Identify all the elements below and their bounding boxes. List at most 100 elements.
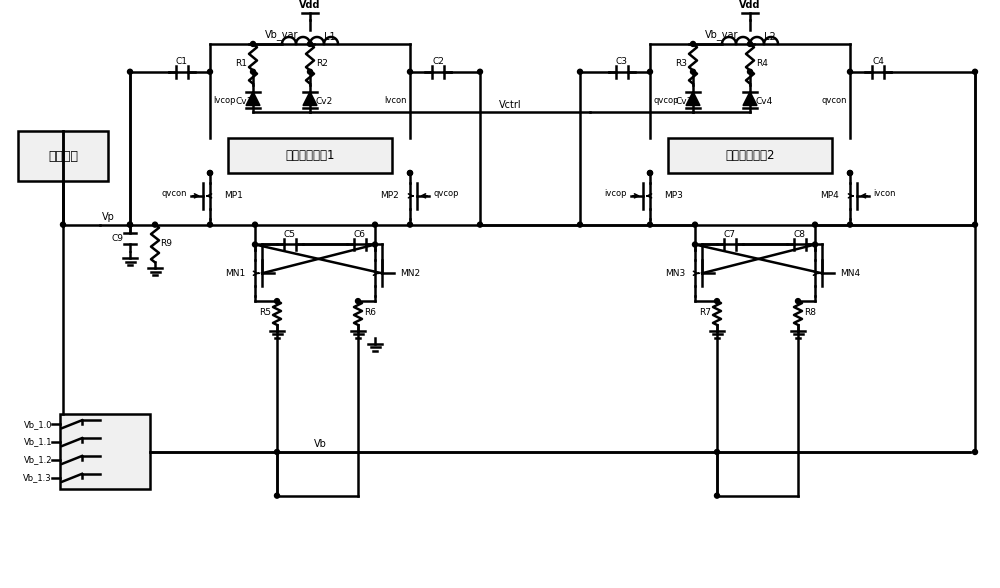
Text: C7: C7 [724,230,736,239]
Text: C4: C4 [872,57,884,66]
Circle shape [128,222,132,227]
Text: L1: L1 [324,32,336,42]
Text: Cv4: Cv4 [755,97,772,106]
Polygon shape [303,92,317,105]
Circle shape [748,42,753,46]
Circle shape [972,69,978,74]
Text: Vctrl: Vctrl [499,99,521,109]
Text: lvcop: lvcop [213,95,236,105]
Text: qvcop: qvcop [653,95,678,105]
Text: MP3: MP3 [664,191,683,201]
Circle shape [250,69,256,74]
Text: 逻辑单元: 逻辑单元 [48,149,78,163]
Bar [60,415,150,489]
Circle shape [408,171,413,175]
Text: qvcon: qvcon [822,95,847,105]
Text: Vdd: Vdd [299,0,321,10]
Polygon shape [743,92,757,105]
Text: Vdd: Vdd [739,0,761,10]
Text: MN3: MN3 [665,269,685,278]
Text: ivcop: ivcop [604,189,627,198]
Text: qvcon: qvcon [162,189,187,198]
Text: C9: C9 [111,234,123,243]
Circle shape [848,171,852,175]
Text: C1: C1 [176,57,188,66]
Bar [18,131,108,181]
Text: C2: C2 [432,57,444,66]
Circle shape [252,242,258,247]
Circle shape [972,222,978,227]
Text: C3: C3 [616,57,628,66]
Circle shape [812,242,818,247]
Circle shape [478,69,482,74]
Text: 开关电容阵列1: 开关电容阵列1 [285,149,335,162]
Text: ivcon: ivcon [873,189,896,198]
Circle shape [748,69,753,74]
Circle shape [208,222,212,227]
Circle shape [972,449,978,455]
Circle shape [408,171,413,175]
Text: R1: R1 [235,59,247,68]
Circle shape [408,69,413,74]
Text: R8: R8 [804,309,816,318]
Text: 开关电容阵列2: 开关电容阵列2 [725,149,775,162]
Circle shape [692,222,698,227]
Text: Vb: Vb [314,439,326,449]
Text: MN2: MN2 [400,269,420,278]
Circle shape [648,222,652,227]
Circle shape [848,69,852,74]
Circle shape [648,69,652,74]
Text: R9: R9 [160,239,172,248]
Circle shape [274,493,280,498]
Circle shape [408,222,413,227]
Circle shape [578,222,582,227]
Text: Vb_1.1: Vb_1.1 [24,437,52,446]
Circle shape [60,222,66,227]
Circle shape [274,449,280,455]
Text: Cv1: Cv1 [235,97,252,106]
Text: MP4: MP4 [820,191,839,201]
Circle shape [648,171,652,175]
Circle shape [208,171,212,175]
Circle shape [812,222,818,227]
Polygon shape [686,92,700,105]
Text: MN4: MN4 [840,269,860,278]
Circle shape [152,222,158,227]
Circle shape [252,222,258,227]
Text: Vb_var: Vb_var [705,29,738,41]
Circle shape [690,69,696,74]
Circle shape [578,69,582,74]
Circle shape [208,69,212,74]
Circle shape [308,42,312,46]
Circle shape [128,222,132,227]
Text: MN1: MN1 [225,269,245,278]
Text: MP1: MP1 [224,191,243,201]
Text: R6: R6 [364,309,376,318]
Text: Vp: Vp [102,212,114,222]
Circle shape [250,42,256,46]
Text: MP2: MP2 [380,191,399,201]
Text: Vb_1.0: Vb_1.0 [24,420,52,429]
Polygon shape [246,92,260,105]
Text: C6: C6 [354,230,366,239]
Text: R7: R7 [699,309,711,318]
Circle shape [372,242,378,247]
Circle shape [208,171,212,175]
Circle shape [308,69,312,74]
Circle shape [714,299,720,303]
Text: R5: R5 [259,309,271,318]
Circle shape [128,69,132,74]
Bar [668,138,832,173]
Circle shape [356,299,360,303]
Text: R4: R4 [756,59,768,68]
Circle shape [692,242,698,247]
Text: Vb_1.2: Vb_1.2 [24,456,52,465]
Text: Vb_1.3: Vb_1.3 [23,473,52,482]
Text: L2: L2 [764,32,776,42]
Circle shape [796,299,800,303]
Bar [228,138,392,173]
Text: Vb_var: Vb_var [265,29,298,41]
Circle shape [848,171,852,175]
Circle shape [714,493,720,498]
Circle shape [648,171,652,175]
